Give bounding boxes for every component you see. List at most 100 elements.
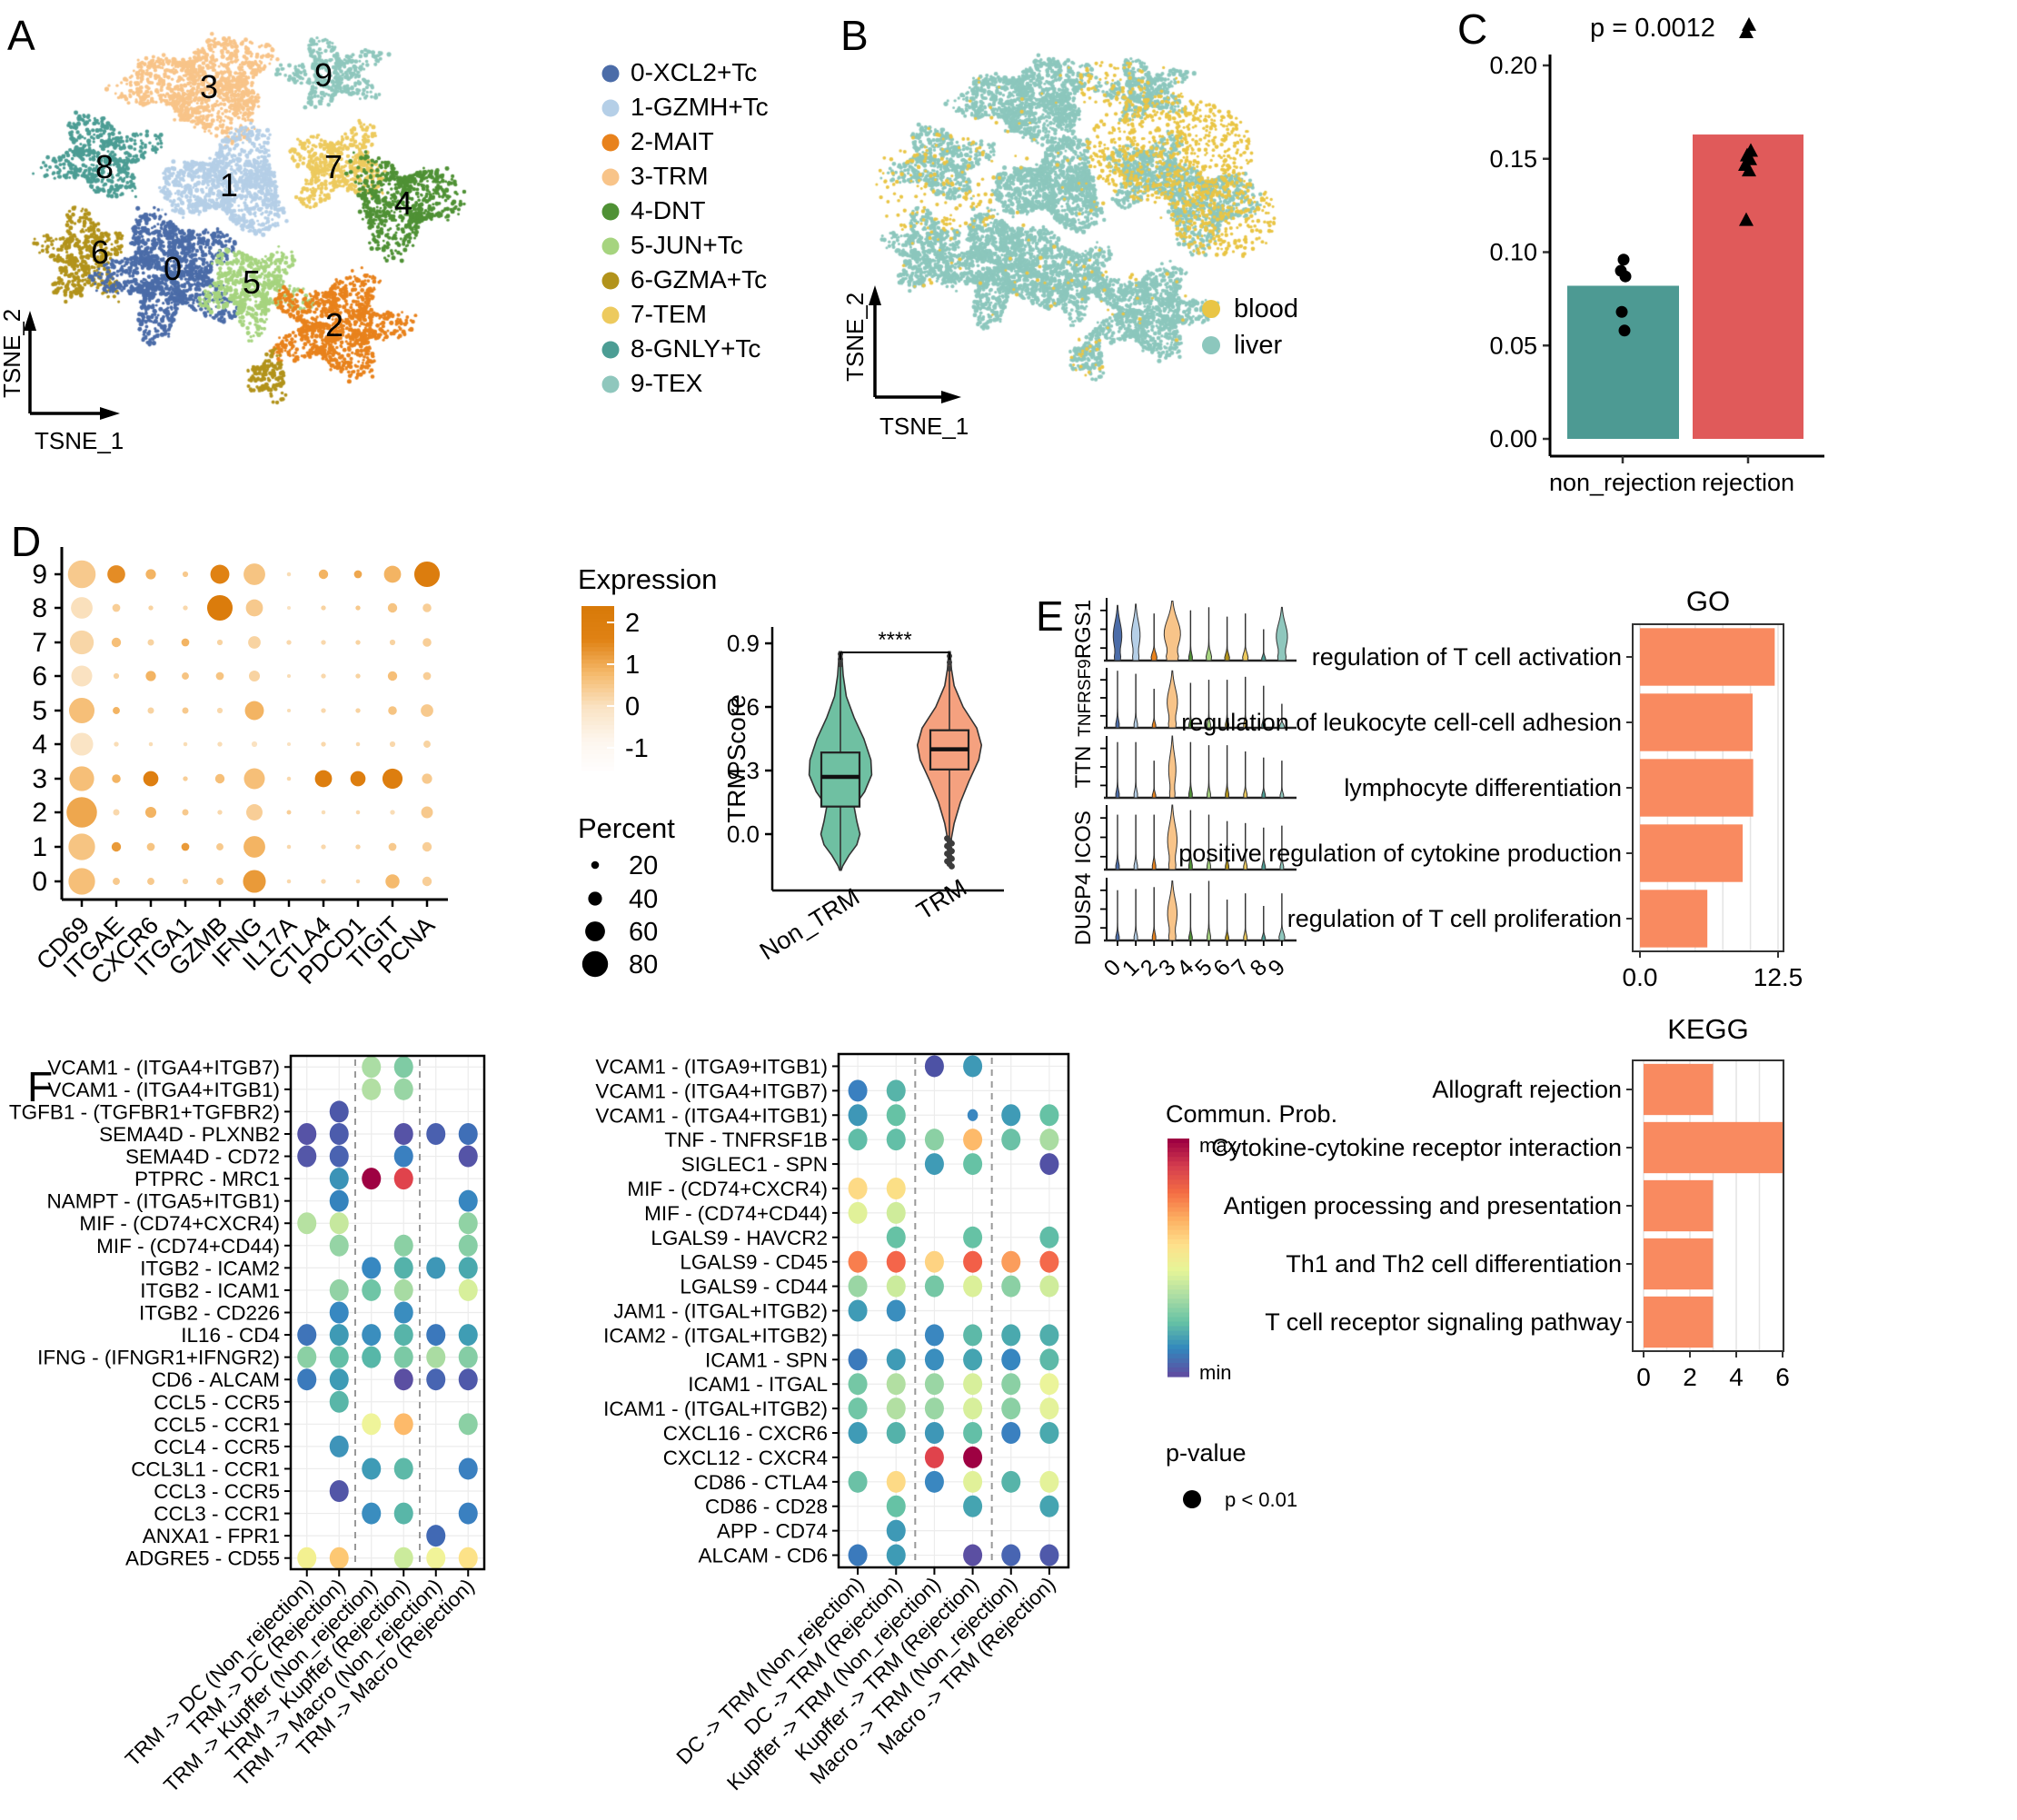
expression-dot (286, 640, 292, 645)
commun-dot (1039, 1544, 1059, 1566)
category-label: Th1 and Th2 cell differentiation (1286, 1250, 1622, 1278)
violin-cluster-1 (1130, 603, 1141, 661)
expression-dot (145, 569, 156, 580)
violin-cluster-8 (1261, 906, 1267, 941)
violin-cluster-3 (1167, 735, 1177, 799)
commun-dot (329, 1547, 349, 1569)
violin-cluster-4 (1187, 893, 1193, 941)
colorbar-step (1167, 1238, 1189, 1245)
expression-legend-title: Expression (578, 563, 717, 595)
lr-pair-label: SEMA4D - PLXNB2 (99, 1123, 280, 1146)
expression-dot (217, 810, 223, 815)
arrow-head (24, 311, 36, 331)
colorbar-step (1167, 1216, 1189, 1222)
significance: **** (878, 628, 911, 652)
colorbar-step (581, 725, 614, 731)
cluster-tick: 2 (32, 798, 47, 828)
expression-dot (69, 630, 94, 655)
category-label: Antigen processing and presentation (1224, 1192, 1622, 1219)
commun-dot (458, 1547, 478, 1569)
violin-cluster-0 (1115, 890, 1120, 941)
commun-dot (1001, 1129, 1021, 1151)
expression-dot (182, 809, 189, 816)
expression-dot (183, 776, 188, 781)
expression-dot (243, 563, 265, 585)
expression-dot (382, 768, 403, 790)
lr-pair-label: CCL5 - CCR5 (154, 1391, 280, 1414)
lr-pair-label: MIF - (CD74+CD44) (644, 1202, 828, 1225)
commun-dot (886, 1544, 906, 1566)
colorbar-step (1167, 1157, 1189, 1162)
colorbar-step (1167, 1353, 1189, 1359)
violin-cluster-5 (1207, 745, 1211, 799)
violin-cluster-1 (1133, 741, 1138, 799)
commun-dot (393, 1145, 413, 1168)
category-label: lymphocyte differentiation (1344, 774, 1622, 801)
commun-dot (329, 1212, 349, 1235)
commun-dot (393, 1234, 413, 1257)
commun-dot (886, 1495, 906, 1517)
violin-cluster-0 (1115, 814, 1120, 870)
commun-dot (393, 1324, 413, 1347)
colorbar-step (1167, 1294, 1189, 1299)
y-tick: 0.15 (1489, 145, 1537, 173)
lr-pair-label: ITGB2 - CD226 (139, 1302, 280, 1325)
data-point-triangle (1742, 163, 1756, 177)
lr-pair-label: CCL3 - CCR5 (154, 1480, 280, 1503)
commun-dot (1039, 1153, 1059, 1176)
plot-border (837, 1052, 1070, 1569)
colorbar-step (1167, 1207, 1189, 1213)
legend-swatch (601, 237, 620, 255)
bar (1644, 1296, 1714, 1348)
expression-dot (388, 842, 397, 851)
percent-tick: 40 (629, 885, 658, 914)
colorbar-step (1167, 1271, 1189, 1277)
commun-dot (426, 1525, 446, 1547)
commun-dot (297, 1346, 317, 1368)
lr-pair-label: IFNG - (IFNGR1+IFNGR2) (37, 1347, 280, 1369)
lr-pair-label: LGALS9 - CD45 (680, 1251, 828, 1274)
expression-dot (71, 665, 93, 687)
colorbar-step (1167, 1312, 1189, 1318)
min-label: min (1199, 1361, 1231, 1384)
lr-pair-label: CXCL16 - CXCR6 (663, 1422, 828, 1445)
expression-dot (206, 594, 233, 622)
lr-pair-label: VCAM1 - (ITGA4+ITGB7) (47, 1056, 280, 1079)
percent-dot (588, 891, 602, 906)
commun-dot (848, 1250, 868, 1273)
commun-dot (886, 1519, 906, 1542)
data-point-triangle (1742, 16, 1756, 31)
expression-dot (148, 741, 154, 747)
x-tick: 12.5 (1754, 963, 1803, 991)
expression-dot (422, 603, 432, 612)
commun-dot (362, 1257, 382, 1279)
legend-swatch (601, 99, 620, 117)
violin-cluster-7 (1243, 676, 1248, 729)
expression-dot (355, 640, 361, 645)
expression-dot (355, 810, 361, 815)
expression-tick: 1 (625, 651, 640, 680)
commun-dot (297, 1122, 317, 1145)
panel-d-dotplot: 9876543210CD69ITGAECXCR6ITGA1GZMBIFNGIL1… (31, 547, 717, 990)
commun-dot (1039, 1275, 1059, 1298)
lr-pair-label: ANXA1 - FPR1 (143, 1525, 280, 1547)
commun-dot (458, 1368, 478, 1391)
commun-dot (362, 1078, 382, 1100)
lr-pair-label: NAMPT - (ITGA5+ITGB1) (47, 1190, 281, 1213)
commun-dot (329, 1168, 349, 1190)
lr-pair-label: VCAM1 - (ITGA9+ITGB1) (595, 1055, 828, 1078)
expression-dot (286, 605, 292, 611)
commun-dot (1039, 1397, 1059, 1420)
colorbar-step (581, 717, 614, 722)
expression-dot (243, 836, 265, 858)
violin-cluster-6 (1225, 900, 1230, 941)
expression-dot (422, 773, 432, 784)
lr-pair-label: VCAM1 - (ITGA4+ITGB7) (595, 1079, 828, 1102)
colorbar-step (581, 753, 614, 760)
colorbar-step (1167, 1303, 1189, 1309)
expression-dot (243, 768, 265, 790)
expression-dot (68, 833, 95, 860)
violin-cluster-6 (1225, 680, 1230, 729)
violin-cluster-6 (1224, 616, 1230, 661)
commun-dot (848, 1104, 868, 1127)
